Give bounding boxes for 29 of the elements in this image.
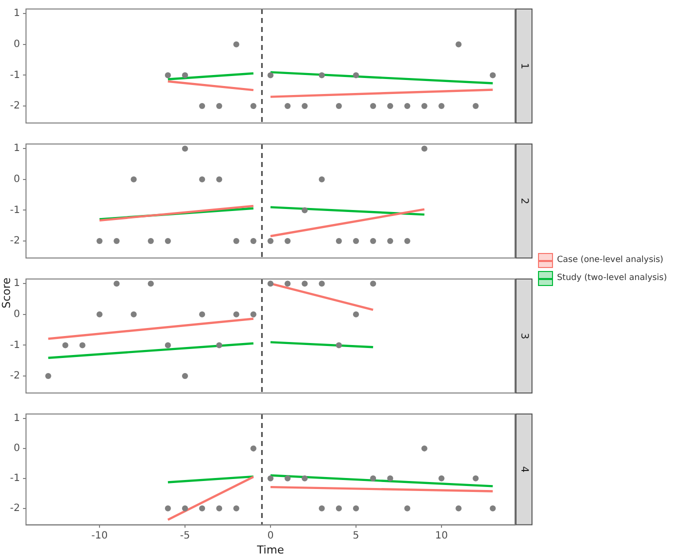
legend-label: Case (one-level analysis)	[557, 255, 664, 265]
x-tick-label: 0	[267, 530, 274, 542]
y-tick-label: -2	[10, 370, 20, 382]
y-tick-label: 1	[14, 413, 20, 424]
text: 3	[518, 332, 530, 340]
y-tick-label: -1	[10, 70, 20, 81]
x-tick-label: 5	[352, 530, 360, 542]
y-tick-label: 1	[14, 143, 20, 154]
y-tick-label: -2	[10, 236, 20, 247]
text: 1	[518, 62, 530, 70]
y-tick-label: -2	[10, 100, 20, 112]
legend-label: Study (two-level analysis)	[557, 273, 667, 283]
y-tick-label: 0	[14, 39, 20, 50]
y-tick-label: 0	[14, 443, 20, 454]
x-axis-title: Time	[256, 543, 284, 556]
y-tick-label: -1	[10, 340, 20, 351]
y-axis-title: Score	[0, 277, 13, 308]
y-tick-label: -2	[10, 502, 20, 514]
y-tick-label: 0	[14, 174, 20, 186]
x-tick-label: -10	[91, 530, 108, 542]
x-tick-label: 10	[435, 530, 448, 542]
text: 4	[518, 466, 530, 473]
y-tick-label: -1	[10, 472, 20, 484]
y-tick-label: -1	[10, 204, 20, 216]
y-tick-label: 1	[14, 8, 20, 20]
y-tick-label: 0	[14, 309, 20, 320]
y-tick-label: 1	[14, 278, 20, 290]
x-tick-label: -5	[180, 530, 190, 542]
text: 2	[518, 198, 530, 204]
